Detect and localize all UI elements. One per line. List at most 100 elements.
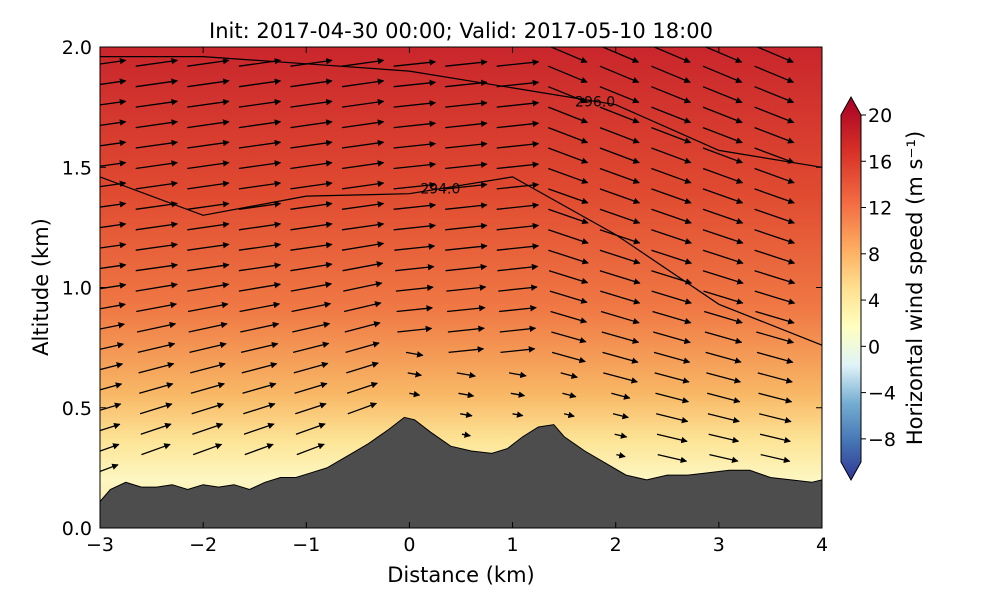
wind-vector — [755, 310, 795, 325]
wind-vector — [448, 346, 485, 354]
wind-vector — [341, 160, 385, 170]
x-tick-label: 1 — [507, 534, 519, 556]
y-tick-label: 1.5 — [62, 157, 92, 179]
wind-vector — [187, 221, 230, 231]
wind-vector — [460, 411, 473, 419]
wind-vector — [100, 302, 126, 310]
x-tick-label: 2 — [610, 534, 622, 556]
wind-vector — [549, 290, 588, 304]
wind-vector — [395, 263, 435, 272]
wind-vector — [100, 201, 127, 208]
wind-vector — [187, 301, 229, 313]
wind-vector — [344, 321, 381, 333]
wind-vector — [548, 208, 589, 225]
wind-vector — [599, 249, 641, 265]
wind-vector — [100, 322, 125, 330]
wind-vector — [652, 47, 691, 63]
wind-vector — [141, 443, 171, 456]
wind-vector — [651, 86, 692, 104]
wind-vector — [341, 139, 385, 149]
wind-vector — [190, 362, 226, 374]
wind-vector — [656, 413, 689, 424]
wind-vector — [393, 161, 437, 170]
wind-vector — [100, 78, 127, 86]
isentrope-line — [100, 56, 822, 168]
wind-vector — [447, 304, 486, 313]
wind-vector — [599, 126, 640, 144]
wind-vector — [445, 140, 488, 149]
wind-vectors — [100, 40, 796, 473]
wind-vector — [135, 262, 178, 272]
wind-vector — [757, 372, 793, 384]
wind-vector — [755, 47, 794, 63]
wind-vector — [290, 180, 333, 190]
wind-vector — [341, 98, 385, 108]
wind-vector — [100, 57, 127, 65]
wind-vector — [702, 65, 743, 84]
wind-vector — [496, 59, 540, 67]
wind-vector — [238, 241, 282, 251]
wind-vector — [139, 382, 174, 394]
colorbar-tick-label: 16 — [868, 151, 892, 173]
wind-vector — [651, 208, 692, 225]
wind-vector — [140, 422, 172, 435]
wind-vector — [600, 310, 640, 325]
wind-vector — [393, 181, 437, 190]
wind-vector — [496, 222, 540, 231]
wind-vector — [445, 243, 488, 251]
terrain-profile — [100, 416, 822, 528]
wind-vector — [290, 221, 333, 231]
wind-vector — [341, 221, 385, 231]
chart-title: Init: 2017-04-30 00:00; Valid: 2017-05-1… — [209, 19, 713, 43]
wind-vector — [293, 361, 329, 374]
wind-vector — [290, 160, 333, 170]
wind-vector — [599, 270, 641, 285]
wind-vector — [405, 351, 424, 358]
wind-vector — [240, 341, 279, 354]
wind-vector — [702, 86, 743, 104]
wind-vector — [702, 229, 744, 245]
wind-vector — [756, 331, 795, 345]
wind-vector — [446, 284, 487, 292]
wind-vector — [290, 98, 333, 108]
wind-vector — [187, 139, 230, 149]
wind-vector — [708, 433, 740, 444]
wind-vector — [100, 342, 125, 350]
wind-vector — [496, 202, 540, 210]
wind-vector — [192, 443, 223, 456]
wind-vector — [562, 392, 577, 399]
wind-vector — [651, 126, 692, 144]
wind-vector — [496, 243, 540, 251]
wind-vector — [137, 341, 176, 354]
wind-vector — [135, 221, 178, 231]
wind-vector — [296, 443, 325, 456]
y-axis-ticks: 0.0 0.5 1.0 1.5 2.0 — [62, 37, 822, 540]
wind-vector — [290, 57, 333, 67]
wind-vector — [341, 201, 385, 210]
wind-vector — [702, 188, 744, 205]
wind-vector — [135, 160, 178, 170]
wind-vector — [341, 57, 385, 67]
wind-vector — [136, 40, 178, 46]
wind-vector — [409, 390, 421, 398]
wind-vector — [612, 412, 629, 420]
wind-vector — [754, 188, 795, 205]
wind-vector — [654, 372, 690, 384]
wind-vector — [461, 431, 471, 438]
wind-vector — [238, 281, 281, 292]
wind-vector — [135, 119, 178, 129]
wind-vector — [651, 106, 692, 124]
wind-vector — [100, 262, 127, 270]
wind-vector — [560, 372, 578, 379]
wind-vector — [548, 270, 589, 285]
wind-vector — [187, 180, 230, 190]
wind-vector — [599, 188, 641, 205]
wind-vector — [238, 201, 282, 210]
wind-vector — [563, 411, 575, 419]
wind-vector — [754, 290, 796, 305]
x-tick-label: −1 — [292, 534, 320, 556]
wind-vector — [395, 284, 434, 292]
wind-vector — [135, 57, 178, 67]
wind-vector — [187, 78, 230, 88]
